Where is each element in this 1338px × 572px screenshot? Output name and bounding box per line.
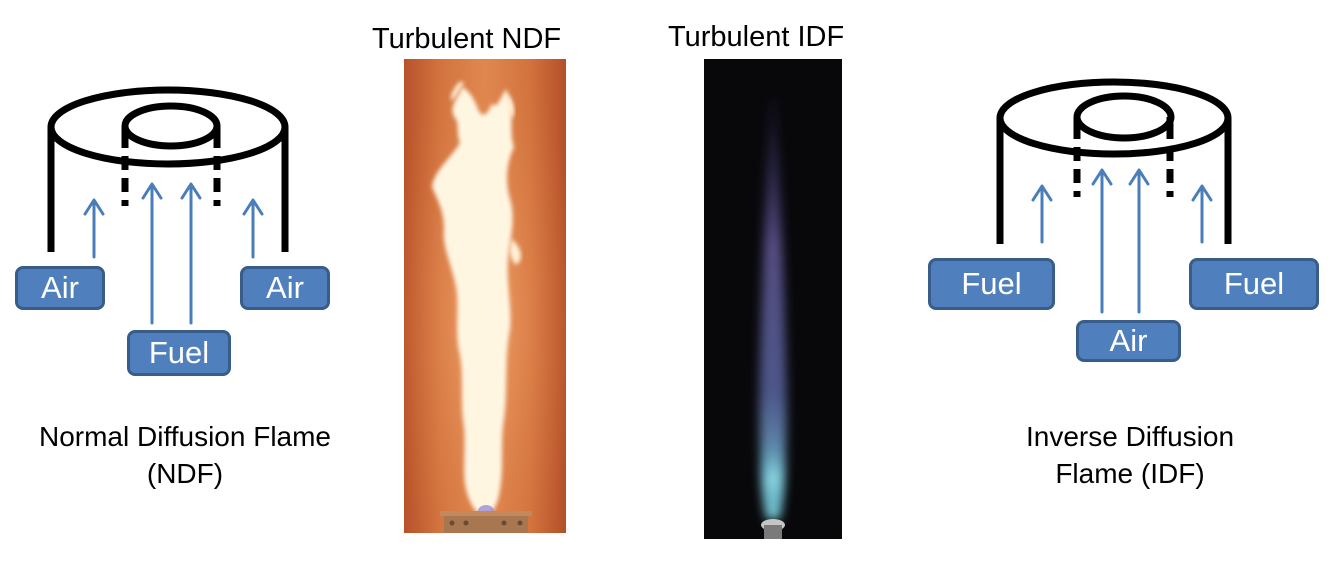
air-flow-arrow-left — [1091, 168, 1113, 314]
ndf-flame-illustration — [404, 59, 566, 533]
outer-tube-rim — [996, 78, 1232, 158]
idf-photo-title: Turbulent IDF — [668, 21, 845, 53]
ndf-burner-schematic — [47, 86, 289, 325]
idf-burner-schematic — [996, 78, 1232, 314]
ndf-flame-tip-left — [450, 81, 464, 101]
ndf-caption-line2: (NDF) — [146, 458, 224, 489]
turbulent-idf-flame-photo — [704, 59, 842, 539]
idf-caption: Inverse Diffusion Flame (IDF) — [980, 418, 1280, 492]
fuel-label-left: Fuel — [928, 258, 1055, 310]
ndf-flame-body — [432, 87, 514, 517]
air-label-right: Air — [240, 266, 330, 310]
idf-burner-diagram: Fuel Fuel Air — [920, 72, 1330, 372]
ndf-burner-diagram: Air Air Fuel — [0, 80, 360, 380]
inner-tube-rim — [121, 102, 221, 150]
ndf-caption-line1: Normal Diffusion Flame — [38, 421, 332, 452]
ndf-caption: Normal Diffusion Flame (NDF) — [10, 418, 360, 492]
turbulent-ndf-flame-photo — [404, 59, 566, 533]
fuel-label-right: Fuel — [1189, 258, 1319, 310]
ndf-burner-plate — [444, 514, 528, 533]
air-label-left: Air — [15, 266, 105, 310]
idf-flame-illustration — [759, 99, 787, 539]
ndf-flame-side-lobe — [509, 239, 521, 265]
idf-caption-line2: Flame (IDF) — [1055, 458, 1205, 489]
idf-flame-body — [759, 99, 787, 519]
idf-caption-line1: Inverse Diffusion — [1025, 421, 1235, 452]
ndf-photo-title: Turbulent NDF — [372, 23, 562, 55]
air-flow-arrow-right — [1128, 168, 1150, 314]
fuel-flow-arrow-left — [1031, 184, 1053, 244]
fuel-label: Fuel — [127, 330, 231, 376]
fuel-flow-arrow-left — [141, 182, 163, 325]
air-flow-arrow-left — [83, 198, 105, 259]
idf-flame-base-glow — [759, 441, 787, 517]
air-label: Air — [1076, 320, 1181, 362]
fuel-flow-arrow-right — [180, 182, 202, 325]
outer-tube-rim — [47, 86, 289, 168]
fuel-flow-arrow-right — [1191, 184, 1213, 244]
ndf-flame-tip-right — [506, 95, 515, 119]
inner-tube-rim — [1073, 92, 1175, 142]
air-flow-arrow-right — [242, 198, 264, 259]
